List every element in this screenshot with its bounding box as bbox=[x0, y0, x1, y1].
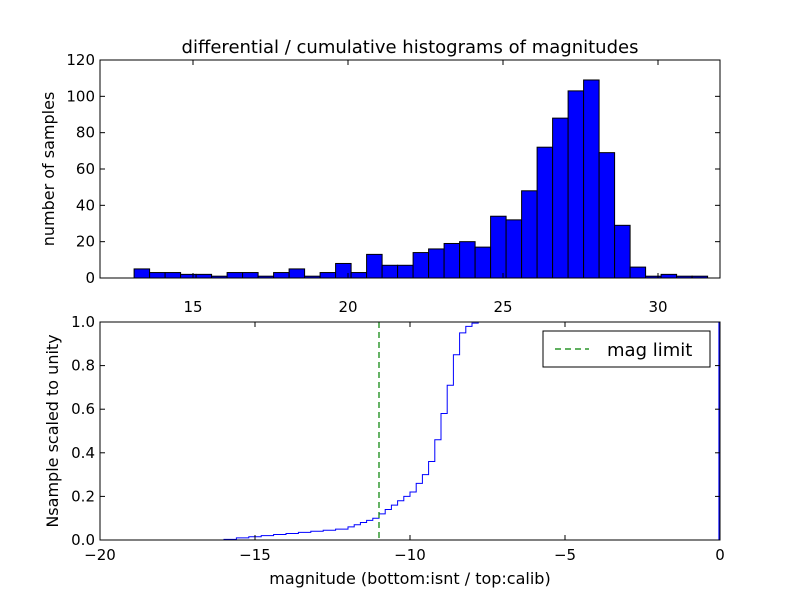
histogram-bar bbox=[521, 190, 538, 279]
cumulative-y-tick-label: 0.6 bbox=[71, 400, 95, 418]
histogram-bar bbox=[567, 90, 585, 279]
histogram-bar bbox=[226, 272, 244, 279]
histogram-bar bbox=[614, 224, 631, 279]
histogram-bar bbox=[443, 242, 461, 279]
cumulative-x-tick-label: −10 bbox=[394, 546, 426, 564]
cumulative-x-tick-label: −5 bbox=[554, 546, 576, 564]
histogram-bar bbox=[552, 117, 569, 279]
histogram-bar bbox=[242, 272, 259, 279]
histogram-bar bbox=[350, 272, 368, 279]
histogram-bar bbox=[412, 252, 430, 279]
histogram-bar bbox=[490, 215, 507, 279]
histogram-x-ticks: 15 20 25 30 bbox=[183, 60, 668, 316]
histogram-bar bbox=[195, 273, 213, 279]
histogram-bar bbox=[505, 219, 523, 279]
legend: mag limit bbox=[542, 330, 711, 368]
histogram-bar bbox=[366, 253, 383, 279]
histogram-bar bbox=[598, 152, 616, 279]
histogram-x-tick-label: 15 bbox=[183, 298, 202, 316]
cumulative-series bbox=[100, 321, 720, 541]
cumulative-y-tick-label: 0.2 bbox=[71, 487, 95, 505]
histogram-bar bbox=[583, 79, 600, 279]
cumulative-step-line bbox=[100, 321, 720, 541]
histogram-bar bbox=[381, 264, 399, 279]
histogram-y-tick-label: 0 bbox=[85, 269, 95, 287]
histogram-bar bbox=[474, 246, 492, 279]
histogram-bar bbox=[273, 272, 290, 279]
histogram-bar bbox=[335, 262, 352, 279]
histogram-y-ticks: 0 20 40 60 80 100 120 bbox=[66, 51, 720, 287]
cumulative-x-ticks: −20 −15 −10 −5 0 bbox=[84, 322, 725, 564]
histogram-bar bbox=[149, 272, 166, 279]
histogram-y-tick-label: 100 bbox=[66, 87, 95, 105]
histogram-x-tick-label: 20 bbox=[338, 298, 357, 316]
histogram-y-tick-label: 120 bbox=[66, 51, 95, 69]
histogram-bar bbox=[133, 268, 151, 279]
chart-title: differential / cumulative histograms of … bbox=[182, 37, 639, 58]
cumulative-y-tick-label: 0.4 bbox=[71, 444, 95, 462]
cumulative-x-tick-label: 0 bbox=[715, 546, 725, 564]
histogram-bar bbox=[629, 266, 647, 279]
histogram-y-label: number of samples bbox=[39, 92, 58, 247]
cumulative-x-label: magnitude (bottom:isnt / top:calib) bbox=[269, 569, 550, 588]
histogram-y-tick-label: 80 bbox=[76, 124, 95, 142]
histogram-bar bbox=[428, 248, 445, 279]
histogram-bar bbox=[164, 272, 182, 279]
histogram-y-tick-label: 20 bbox=[76, 233, 95, 251]
cumulative-y-ticks: 0.0 0.2 0.4 0.6 0.8 1.0 bbox=[71, 313, 720, 549]
cumulative-y-tick-label: 1.0 bbox=[71, 313, 95, 331]
cumulative-y-tick-label: 0.0 bbox=[71, 531, 95, 549]
histogram-bar bbox=[288, 268, 306, 279]
histogram-panel: differential / cumulative histograms of … bbox=[39, 37, 721, 316]
cumulative-y-tick-label: 0.8 bbox=[71, 357, 95, 375]
legend-mag-limit-label: mag limit bbox=[607, 340, 692, 361]
histogram-bar bbox=[180, 273, 197, 279]
cumulative-x-tick-label: −15 bbox=[239, 546, 271, 564]
histogram-bar bbox=[397, 264, 414, 279]
histogram-bars bbox=[133, 79, 709, 279]
histogram-bar bbox=[319, 272, 337, 279]
histogram-bar bbox=[459, 241, 476, 279]
histogram-y-tick-label: 40 bbox=[76, 196, 95, 214]
histogram-y-tick-label: 60 bbox=[76, 160, 95, 178]
histogram-x-tick-label: 30 bbox=[648, 298, 667, 316]
cumulative-x-tick-label: −20 bbox=[84, 546, 116, 564]
histogram-bar bbox=[660, 273, 678, 279]
histogram-x-tick-label: 25 bbox=[493, 298, 512, 316]
cumulative-panel: −20 −15 −10 −5 0 0.0 0.2 0.4 0.6 0.8 1.0 magnitud… bbox=[43, 313, 725, 588]
cumulative-y-label: Nsample scaled to unity bbox=[43, 334, 62, 527]
histogram-bar bbox=[536, 146, 554, 279]
